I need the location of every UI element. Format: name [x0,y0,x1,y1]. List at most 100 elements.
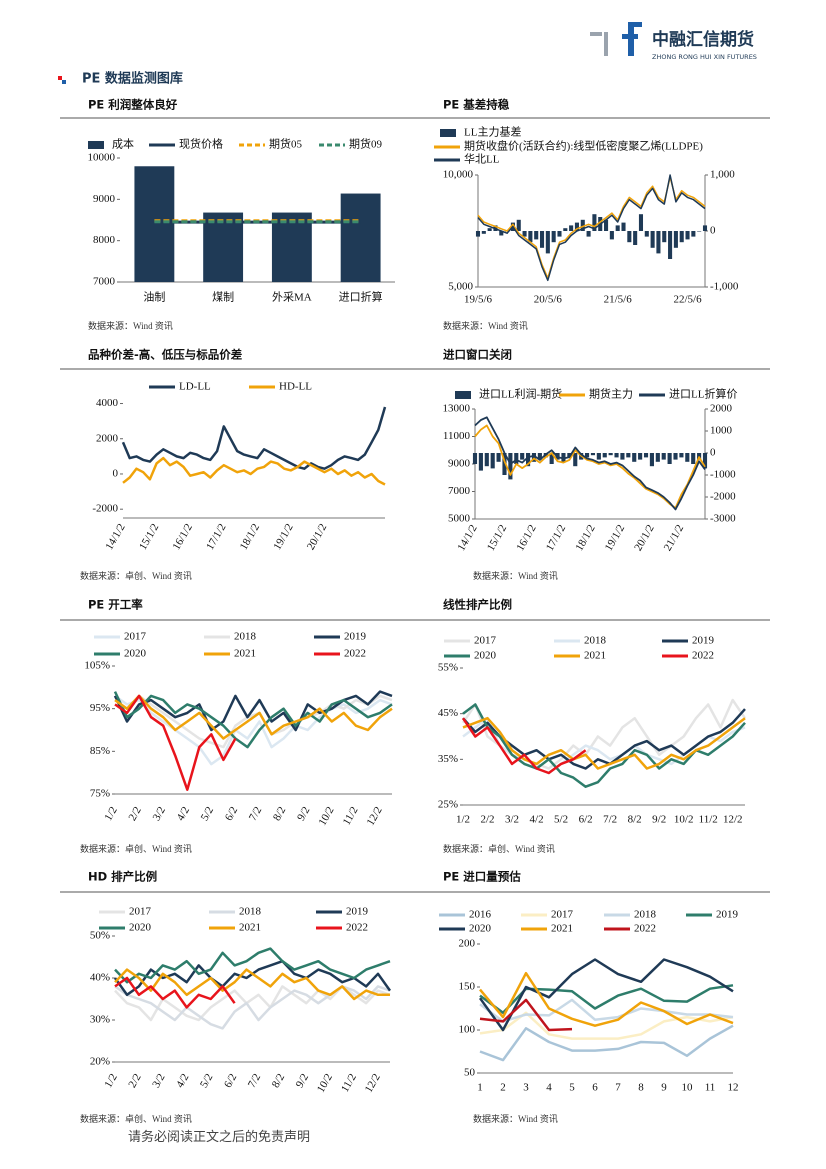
x-tick-label: 17/1/2 [204,522,228,552]
x-tick-label: 11/2 [699,814,718,826]
series-line [479,998,573,1032]
bar [508,453,513,480]
bar [627,231,632,243]
bar [522,231,527,237]
series-line [113,691,393,749]
bar [626,453,631,458]
bar [602,453,607,458]
series-line [113,690,393,732]
x-tick-label: 11/2 [341,805,361,828]
x-tick-label: 21/5/6 [604,294,633,306]
bar [340,193,381,282]
x-tick-label: 15/1/2 [137,522,161,552]
bar [472,453,478,464]
bar [584,453,590,458]
bar [545,231,550,254]
x-tick-label: 煤制 [212,291,234,304]
bar [592,214,597,231]
logo-en: ZHONG RONG HUI XIN FUTURES [652,53,757,61]
x-tick-label: 2 [500,1082,506,1094]
legend-label: 2017 [124,631,147,643]
bar [673,231,678,248]
x-tick-label: 进口折算 [339,290,383,304]
y-tick-label: 40% [90,972,110,984]
section-title: PE 数据监测图库 [82,71,183,87]
source: 数据来源：Wind 资讯 [88,320,173,331]
y-tick-label: 5000 [448,513,471,525]
bar [620,453,625,460]
footer: 请务必阅读正文之后的免责声明 [128,1129,310,1144]
legend-label: 进口LL折算价 [669,387,737,401]
y-tick-label: 35% [438,753,458,765]
bar [655,453,660,462]
y-tick-label: 1000 [710,425,733,437]
legend-label: 期货收盘价(活跃合约):线型低密度聚乙烯(LLDPE) [464,139,703,153]
y-tick-label: 10000 [88,152,116,164]
panel-title: HD 排产比例 [88,870,157,884]
bar [499,231,504,236]
x-tick-label: 18/1/2 [238,522,262,552]
x-tick-label: 2/2 [480,814,494,826]
legend-label: 2018 [239,906,262,918]
panel-title: PE 基差持稳 [443,98,510,112]
x-tick-label: 9/2 [652,814,666,826]
x-tick-label: 14/1/2 [455,523,479,553]
y-tick-label: 100 [459,1024,476,1036]
x-tick-label: 8 [638,1082,644,1094]
x-tick-label: 10/2 [316,805,336,828]
legend-label: 2021 [234,648,256,660]
bar [487,228,492,231]
x-tick-label: 9/2 [294,1072,311,1090]
legend-label: 2020 [129,922,152,934]
source: 数据来源：Wind 资讯 [473,1113,558,1124]
x-tick-label: 油制 [143,290,165,304]
bar [574,222,579,231]
x-tick-label: 外采MA [272,291,312,304]
x-tick-label: 8/2 [271,805,288,823]
series-line [121,406,387,470]
y-tick-label: 50% [90,930,110,942]
bar [679,453,684,458]
x-tick-label: 5/2 [199,805,216,823]
bar [679,231,684,243]
bar [134,166,175,282]
panel-title: 品种价差-高、低压与标品价差 [88,348,243,362]
legend-swatch [440,129,456,137]
legend-label: 2018 [634,909,657,921]
legend-label: 2017 [474,635,497,647]
x-tick-label: 1/2 [456,814,470,826]
x-tick-label: 16/1/2 [514,523,538,553]
x-tick-label: 17/1/2 [544,523,568,553]
panel-title: PE 开工率 [88,598,143,612]
bar [702,453,708,469]
bar [667,453,672,464]
source: 数据来源：卓创、Wind 资讯 [80,843,192,854]
x-tick-label: 7/2 [246,1072,263,1090]
x-tick-label: 9 [661,1082,667,1094]
bar [531,453,537,462]
x-tick-label: 3 [523,1082,529,1094]
legend-swatch [88,141,104,149]
bar [650,231,655,248]
bar [590,453,596,456]
bar [484,453,489,467]
legend-label: LD-LL [179,381,211,393]
bar [649,453,654,467]
y-tick-label: 7000 [93,276,116,288]
y-tick-label: -2000 [92,503,118,515]
x-tick-label: 12 [728,1082,739,1094]
bar [481,231,486,234]
y-tick-label: 2000 [96,432,119,444]
panel-title: 进口窗口关闭 [443,348,512,362]
bar [557,231,562,237]
bar [691,453,696,464]
x-tick-label: 5 [569,1082,575,1094]
x-tick-label: 11/2 [339,1072,359,1095]
series-line [474,416,706,511]
bar [638,214,644,231]
bar [475,231,481,237]
legend-label: 2021 [584,650,606,662]
